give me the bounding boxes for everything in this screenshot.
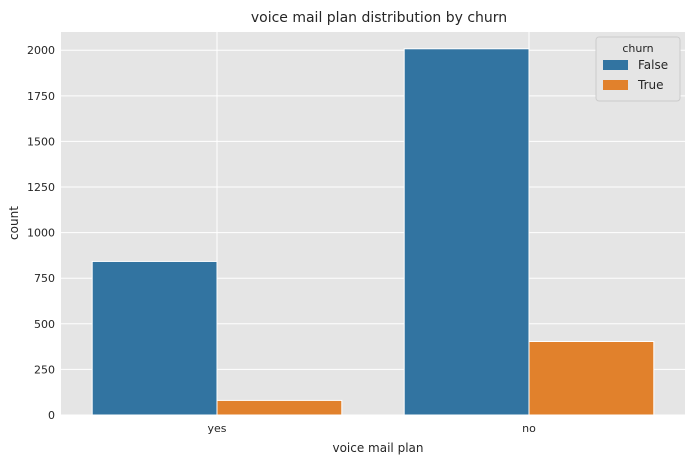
legend-swatch-true (603, 80, 628, 90)
y-axis-ticks: 0 250 500 750 1000 1250 1500 1750 2000 (27, 44, 55, 422)
bar-yes-true (216, 399, 343, 416)
x-axis-label: voice mail plan (332, 441, 423, 455)
y-tick-label: 1750 (27, 90, 55, 103)
bar-no-true (528, 341, 655, 416)
legend-label-true: True (637, 78, 664, 92)
y-tick-label: 2000 (27, 44, 55, 57)
y-tick-label: 1500 (27, 135, 55, 148)
y-tick-label: 500 (34, 318, 55, 331)
y-tick-label: 750 (34, 272, 55, 285)
legend-label-false: False (638, 58, 668, 72)
y-tick-label: 250 (34, 363, 55, 376)
legend-title: churn (622, 42, 653, 55)
bars (91, 48, 655, 416)
bar-yes-false (91, 260, 218, 416)
y-tick-label: 0 (48, 409, 55, 422)
chart-title: voice mail plan distribution by churn (251, 10, 507, 26)
x-axis-ticks: yes no (207, 422, 536, 435)
y-axis-label: count (7, 206, 21, 240)
bar-no-false (403, 48, 530, 416)
y-tick-label: 1000 (27, 227, 55, 240)
legend: churn False True (595, 36, 681, 102)
legend-swatch-false (603, 60, 628, 70)
y-tick-label: 1250 (27, 181, 55, 194)
x-tick-label: yes (207, 422, 226, 435)
x-tick-label: no (522, 422, 536, 435)
